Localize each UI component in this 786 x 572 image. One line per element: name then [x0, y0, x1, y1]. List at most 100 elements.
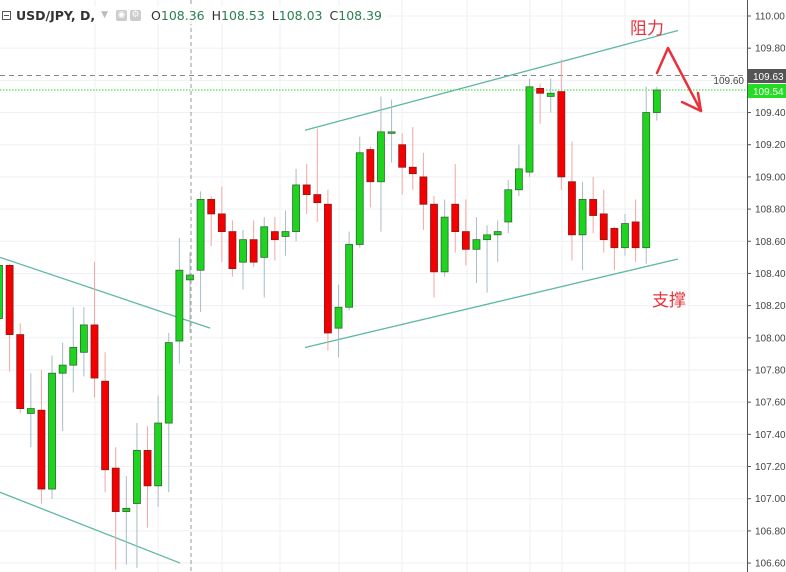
candle-body [48, 372, 56, 490]
y-tick-label: 108.20 [755, 301, 786, 312]
candle-body [493, 231, 502, 236]
resistance-channel-upper-line[interactable] [304, 29, 679, 131]
candle-body [16, 334, 25, 409]
candle-body [387, 131, 396, 134]
candle-body [79, 324, 88, 353]
down-arrow-annotation-icon[interactable] [655, 46, 703, 113]
candle-up [239, 229, 247, 290]
candle-down [419, 152, 428, 230]
candle-up [48, 355, 56, 499]
candle-up [377, 96, 385, 232]
candle-body [525, 86, 534, 173]
candle-body [642, 112, 651, 249]
candle-down [90, 262, 99, 398]
candle-down [217, 186, 226, 263]
candle-up [504, 180, 513, 234]
candle-body [589, 199, 598, 216]
support-channel-lower-line[interactable] [304, 258, 679, 349]
candle-up [175, 238, 184, 364]
y-tick-label: 108.80 [755, 205, 786, 216]
candle-body [355, 152, 364, 245]
candle-body [377, 131, 385, 183]
descending-channel-upper-line[interactable] [0, 256, 211, 329]
candle-body [483, 234, 491, 241]
low-value: 108.03 [278, 7, 323, 23]
candle-up [578, 181, 587, 271]
candle-down [207, 196, 216, 247]
candle-body [578, 199, 587, 236]
candle-up [387, 99, 396, 163]
candle-up [440, 199, 449, 277]
candle-body [5, 264, 14, 335]
candle-up [642, 86, 651, 264]
candle-body [430, 203, 438, 273]
candle-body [610, 227, 619, 249]
candle-body [345, 244, 354, 308]
collapse-icon[interactable] [2, 10, 11, 20]
settings-gear-icon[interactable]: ⚙ [130, 9, 142, 21]
candle-body [133, 450, 141, 504]
candle-body [536, 88, 545, 94]
candle-body [0, 264, 3, 319]
trendlines[interactable] [0, 29, 679, 564]
candle-down [249, 220, 258, 268]
candle-down [631, 199, 640, 263]
candle-up [133, 423, 141, 568]
candle-up [281, 210, 290, 256]
candle-body [260, 226, 269, 258]
candle-body [621, 223, 629, 249]
candle-body [451, 203, 460, 233]
candle-down [408, 127, 417, 190]
symbol-legend: USD/JPY, D, ▼ ◉ ⚙ O 108.36 H 108.53 L 108.0… [0, 6, 386, 24]
candle-body [143, 450, 152, 487]
candle-body [568, 181, 576, 236]
candle-down [610, 226, 619, 271]
support-annotation[interactable]: 支撑 [652, 291, 686, 311]
candle-body [292, 184, 300, 233]
candle-up [652, 86, 661, 121]
candle-up [79, 307, 88, 377]
last-price-label: 109.54 [753, 87, 784, 98]
y-tick-label: 107.60 [755, 398, 786, 409]
candle-body [270, 231, 279, 241]
candle-body [122, 507, 131, 512]
candle-body [366, 149, 375, 183]
candle-body [196, 199, 205, 271]
candle-body [154, 422, 163, 487]
candle-body [217, 213, 226, 233]
y-tick-label: 109.60 [713, 76, 744, 87]
candle-up [493, 220, 502, 263]
candle-up [472, 217, 481, 284]
candle-up [483, 225, 491, 293]
candle-body [408, 166, 417, 175]
candle-down [451, 164, 460, 253]
candle-down [143, 426, 152, 528]
candle-body [101, 380, 109, 471]
high-label: H [211, 7, 222, 23]
y-tick-label: 107.80 [755, 365, 786, 376]
y-tick-label: 107.40 [755, 430, 786, 441]
open-value: 108.36 [160, 7, 205, 23]
candle-up [260, 217, 269, 298]
candle-body [398, 144, 407, 168]
dropdown-caret-icon[interactable]: ▼ [101, 10, 109, 20]
descending-channel-lower-line[interactable] [0, 491, 181, 564]
candle-body [599, 213, 608, 241]
eye-icon[interactable]: ◉ [116, 9, 128, 21]
symbol-name[interactable]: USD/JPY, D, [16, 7, 96, 23]
resistance-annotation[interactable]: 阻力 [630, 19, 664, 39]
low-label: L [271, 7, 279, 23]
candle-body [461, 231, 470, 250]
candle-down [270, 217, 279, 261]
candle-down [589, 176, 598, 234]
candle-up [186, 252, 194, 333]
dashed-level-label-bg [748, 69, 786, 83]
candle-down [557, 59, 566, 190]
candle-up [164, 332, 173, 493]
candle-down [536, 83, 545, 124]
candle-down [37, 369, 46, 504]
candle-body [249, 239, 258, 263]
candle-down [302, 164, 311, 214]
y-tick-label: 110.00 [755, 12, 785, 23]
